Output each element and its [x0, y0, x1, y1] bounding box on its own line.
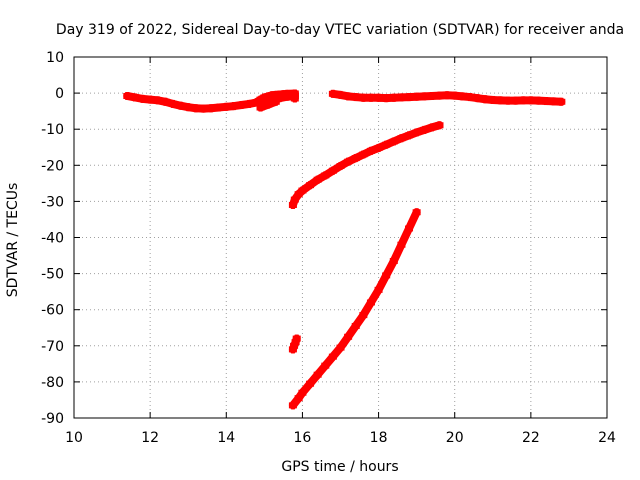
- x-tick-label: 18: [370, 430, 388, 446]
- x-tick-label: 24: [598, 430, 616, 446]
- y-tick-label: 0: [55, 86, 64, 102]
- x-tick-label: 12: [141, 430, 159, 446]
- data-points: [123, 89, 566, 410]
- y-tick-label: -30: [41, 194, 64, 210]
- series-track-segment: [264, 97, 280, 109]
- chart-title: Day 319 of 2022, Sidereal Day-to-day VTE…: [56, 22, 624, 38]
- x-tick-label: 16: [294, 430, 312, 446]
- series-points: [252, 89, 299, 112]
- series-points: [288, 208, 421, 410]
- y-tick-label: -20: [41, 158, 64, 174]
- y-tick-label: -10: [41, 122, 64, 138]
- x-tick-label: 10: [65, 430, 83, 446]
- series-track-segment: [405, 208, 421, 233]
- x-axis-ticks: 10 12 14 16 18 20 22 24: [65, 57, 616, 446]
- y-axis-ticks: 10 0 -10 -20 -30 -40 -50 -60 -70 -80 -90: [41, 50, 607, 427]
- y-tick-label: -40: [41, 231, 64, 247]
- y-tick-label: -90: [41, 411, 64, 427]
- y-tick-label: -50: [41, 267, 64, 283]
- series-points: [288, 121, 444, 210]
- y-tick-label: -80: [41, 375, 64, 391]
- plot-frame: [73, 56, 608, 419]
- x-tick-label: 22: [522, 430, 540, 446]
- x-axis-label: GPS time / hours: [281, 459, 398, 475]
- series-track-segment: [427, 121, 444, 132]
- series-points: [288, 334, 301, 354]
- y-tick-label: 10: [46, 50, 64, 66]
- y-tick-label: -70: [41, 339, 64, 355]
- y-axis-label: SDTVAR / TECUs: [5, 183, 21, 298]
- x-tick-label: 20: [446, 430, 464, 446]
- y-tick-label: -60: [41, 303, 64, 319]
- series-points: [328, 89, 566, 106]
- grid-lines: [74, 57, 607, 418]
- series-track-segment: [291, 334, 301, 347]
- x-tick-label: 14: [217, 430, 235, 446]
